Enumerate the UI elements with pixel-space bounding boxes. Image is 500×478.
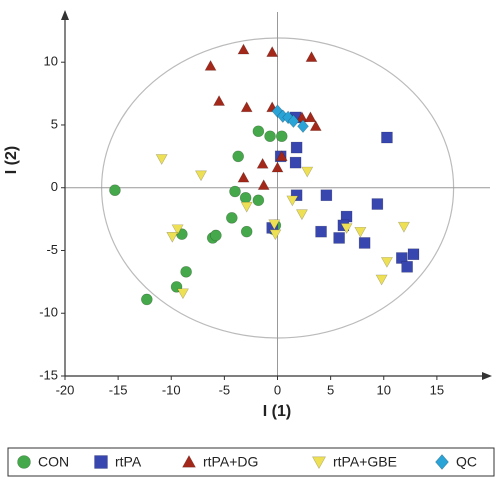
point (210, 229, 222, 242)
legend-label: CON (38, 454, 69, 470)
point (290, 141, 303, 154)
point (407, 248, 420, 261)
point (180, 266, 192, 278)
point (401, 260, 413, 273)
y-tick-label: -5 (46, 242, 58, 257)
point (315, 225, 327, 238)
point (371, 198, 384, 210)
legend-marker (94, 455, 108, 469)
x-tick-label: 0 (274, 382, 281, 397)
y-tick-label: -10 (39, 305, 58, 320)
point (171, 224, 184, 236)
legend-label: rtPA+GBE (333, 454, 397, 470)
x-tick-label: -20 (56, 382, 75, 397)
point (257, 179, 270, 190)
point (397, 221, 410, 233)
point (141, 293, 153, 306)
point (204, 59, 217, 71)
x-tick-label: -5 (219, 382, 231, 397)
y-axis-title: I (2) (3, 146, 20, 174)
point (252, 194, 265, 207)
point (155, 154, 168, 165)
y-tick-label: 10 (44, 54, 58, 69)
point (266, 46, 279, 57)
point (240, 225, 253, 238)
point (268, 219, 281, 231)
point (301, 166, 314, 178)
legend-box (7, 447, 495, 477)
point (275, 130, 288, 143)
point (240, 201, 253, 213)
point (275, 150, 288, 162)
legend-label: QC (456, 454, 477, 470)
y-tick-label: 5 (51, 116, 58, 131)
point (240, 101, 253, 113)
x-axis-title: I (1) (263, 403, 291, 420)
point (309, 120, 322, 131)
point (304, 111, 317, 123)
point (237, 43, 250, 55)
point (229, 185, 241, 198)
point (232, 150, 244, 163)
point (264, 130, 276, 143)
point (305, 51, 318, 62)
point (252, 125, 265, 138)
point (381, 131, 393, 144)
point (289, 156, 302, 169)
legend-label: rtPA+DG (203, 454, 258, 470)
point (166, 231, 179, 243)
x-tick-label: 15 (430, 382, 444, 397)
point (213, 94, 226, 106)
legend-marker (435, 454, 449, 470)
point (109, 184, 121, 197)
point (358, 237, 371, 249)
point (354, 226, 367, 238)
point (287, 114, 300, 128)
legend-label: rtPA (115, 454, 142, 470)
legend-marker (311, 456, 327, 470)
point (286, 195, 299, 207)
point (380, 257, 393, 268)
point (271, 161, 284, 173)
x-tick-label: -15 (109, 382, 128, 397)
point (375, 274, 388, 286)
point (176, 288, 189, 300)
point (269, 229, 282, 241)
point (239, 191, 252, 204)
y-axis-arrow (61, 10, 69, 20)
x-tick-label: -10 (162, 382, 181, 397)
x-tick-label: 10 (377, 382, 391, 397)
point (194, 170, 208, 182)
point (290, 189, 303, 202)
x-axis-arrow (482, 372, 492, 380)
point (256, 157, 269, 169)
y-tick-label: 0 (51, 179, 58, 194)
y-tick-label: -15 (39, 367, 58, 382)
point (320, 189, 333, 202)
point (333, 232, 345, 244)
legend-marker (17, 455, 31, 469)
point (297, 119, 309, 134)
x-tick-label: 5 (327, 382, 334, 397)
point (237, 171, 250, 183)
legend-marker (181, 454, 197, 468)
point (295, 209, 308, 221)
point (340, 223, 353, 235)
point (226, 212, 238, 224)
